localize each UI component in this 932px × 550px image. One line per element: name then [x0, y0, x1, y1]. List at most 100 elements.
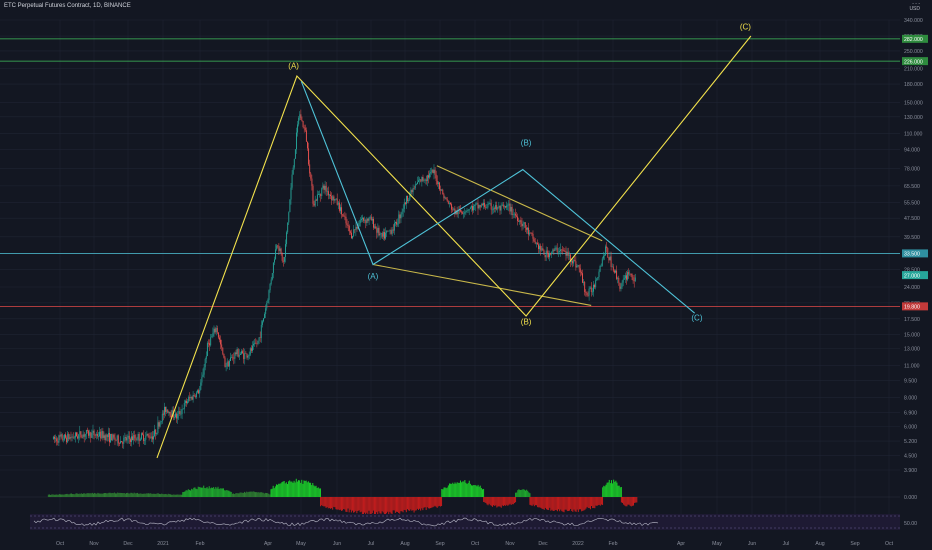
osc-bar [550, 497, 552, 511]
osc-bar [252, 491, 254, 497]
osc-bar [70, 493, 72, 497]
candle-body [241, 351, 242, 354]
candle-body [140, 433, 142, 439]
candle-body [531, 232, 533, 234]
candle-body [440, 189, 442, 191]
osc-bar [511, 497, 513, 505]
candle-body [348, 226, 350, 232]
osc-bar [477, 484, 479, 497]
osc-bar [207, 488, 209, 497]
candle-body [582, 273, 583, 283]
candle-body [307, 141, 308, 149]
candle-body [609, 256, 611, 261]
candle-body [151, 436, 153, 440]
osc-bar [133, 492, 135, 497]
time-tick-label: Nov [89, 541, 99, 547]
candle-body [568, 254, 570, 256]
candle-body [271, 273, 273, 280]
candle-body [310, 173, 312, 179]
osc-bar [230, 491, 232, 497]
price-tick-label: 210.000 [904, 67, 923, 73]
osc-bar [592, 497, 594, 509]
candle-body [347, 224, 349, 227]
osc-bar [215, 486, 217, 497]
osc-bar [570, 497, 572, 510]
osc-bar [156, 493, 158, 497]
candle-body [77, 436, 79, 439]
osc-bar [297, 480, 299, 497]
osc-bar [73, 494, 75, 497]
candle-body [126, 437, 128, 441]
osc-bar [57, 494, 59, 497]
candle-body [610, 256, 612, 267]
osc-bar [212, 487, 214, 497]
osc-bar [63, 494, 65, 497]
time-tick-label: Jun [748, 541, 756, 547]
candle-body [364, 220, 366, 221]
osc-bar [403, 497, 405, 510]
osc-bar [536, 497, 538, 506]
osc-bar [454, 482, 456, 497]
candle-body [506, 205, 508, 208]
candle-body [159, 422, 161, 427]
candle-body [303, 127, 305, 128]
candle-body [150, 436, 152, 439]
osc-bar [127, 492, 129, 497]
candle-body [170, 414, 172, 418]
candle-body [414, 184, 416, 189]
candle-body [439, 182, 440, 190]
candle-body [470, 206, 472, 208]
osc-bar [630, 497, 632, 507]
candle-body [158, 422, 160, 427]
osc-bar [437, 497, 439, 507]
candle-body [109, 432, 110, 443]
candle-body [571, 260, 572, 262]
osc-bar [615, 480, 617, 497]
candle-body [223, 353, 225, 358]
osc-bar [390, 497, 392, 514]
osc-bar [329, 497, 331, 509]
candle-body [296, 132, 297, 150]
osc-bar [257, 492, 259, 497]
candle-body [623, 278, 625, 280]
candle-body [605, 246, 607, 256]
osc-bar [591, 497, 593, 507]
candle-body [268, 290, 270, 300]
osc-bar [187, 489, 189, 497]
osc-bar [119, 492, 121, 497]
candle-body [74, 432, 76, 438]
candle-body [346, 223, 348, 225]
currency-label[interactable]: - - - USD [909, 2, 920, 12]
candle-body [554, 247, 556, 251]
candle-body [123, 437, 125, 444]
osc-bar [256, 492, 258, 497]
time-tick-label: May [296, 541, 306, 547]
osc-bar [337, 497, 339, 510]
osc-bar [111, 492, 113, 497]
level-label-text: 19.800 [904, 305, 920, 311]
osc-bar [186, 490, 188, 497]
osc-bar [291, 481, 293, 497]
osc-bar [182, 492, 184, 497]
osc-bar [259, 492, 261, 497]
candle-body [524, 222, 526, 228]
candle-body [474, 204, 476, 206]
candle-body [242, 351, 244, 354]
candle-body [369, 216, 371, 218]
osc-bar [192, 489, 194, 497]
osc-bar [194, 487, 196, 497]
osc-bar [620, 497, 622, 503]
candle-body [54, 436, 55, 439]
candle-body [370, 216, 372, 221]
osc-bar [289, 480, 291, 497]
candle-body [212, 333, 214, 337]
candle-body [204, 359, 206, 368]
price-tick-label: 6.900 [904, 411, 917, 417]
price-tick-label: 130.000 [904, 115, 923, 121]
osc-bar [68, 494, 70, 497]
candle-body [227, 361, 229, 367]
time-tick-label: Nov [505, 541, 515, 547]
osc-bar [426, 497, 428, 508]
candle-body [110, 434, 112, 443]
